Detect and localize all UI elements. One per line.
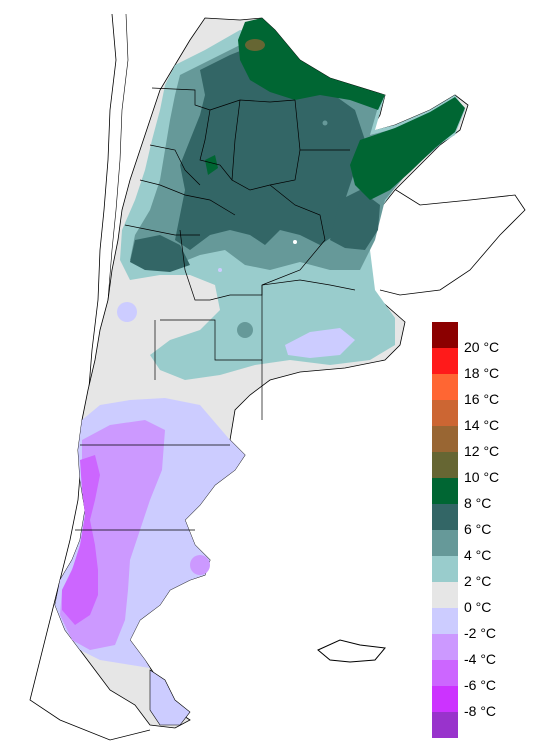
- zone-neg4-neg2-coast: [190, 555, 210, 575]
- zone-8-10-north: [238, 18, 385, 110]
- legend-label: 4 °C: [464, 547, 492, 563]
- legend-swatch: [432, 582, 458, 608]
- legend-label: 18 °C: [464, 365, 500, 381]
- legend-label: 16 °C: [464, 391, 500, 407]
- legend-swatch: [432, 712, 458, 738]
- zone-neg6-neg4: [62, 455, 100, 625]
- legend-swatch: [432, 504, 458, 530]
- legend-swatch: [432, 530, 458, 556]
- legend-row: 12 °C: [432, 426, 536, 459]
- province-borders: [75, 87, 356, 531]
- legend-label: -2 °C: [464, 625, 497, 641]
- legend-label: 20 °C: [464, 339, 500, 355]
- legend-row: 10 °C: [432, 452, 536, 485]
- tierra-del-fuego: [149, 669, 191, 726]
- legend-swatch: [432, 478, 458, 504]
- city-marker: [218, 268, 222, 272]
- zone-6-8-west: [130, 235, 190, 272]
- uruguay-outline: [379, 179, 526, 296]
- legend-swatch: [432, 400, 458, 426]
- legend-label: 12 °C: [464, 443, 500, 459]
- legend-row: -8 °C: [432, 686, 536, 719]
- legend-label: -8 °C: [464, 703, 497, 719]
- legend-label: -4 °C: [464, 651, 497, 667]
- legend-row: -4 °C: [432, 634, 536, 667]
- legend-swatch: [432, 660, 458, 686]
- zone-8-10-mesopotamia: [350, 97, 465, 200]
- legend-label: -6 °C: [464, 677, 497, 693]
- legend-row: 4 °C: [432, 530, 536, 563]
- legend-label: 2 °C: [464, 573, 492, 589]
- legend-row: 0 °C: [432, 582, 536, 615]
- legend-label: 8 °C: [464, 495, 492, 511]
- legend-row: 6 °C: [432, 504, 536, 537]
- city-marker: [293, 240, 297, 244]
- zone-6-8-east: [330, 190, 380, 250]
- legend-swatch: [432, 686, 458, 712]
- malvinas-islands: [317, 639, 386, 663]
- legend-row: [432, 712, 536, 738]
- legend-row: -2 °C: [432, 608, 536, 641]
- zone-neg2-0-patch-east: [285, 328, 355, 358]
- temperature-legend: 20 °C 18 °C 16 °C 14 °C 12 °C 10 °C 8 °C 6 °C 4 …: [432, 322, 536, 738]
- legend-label: 0 °C: [464, 599, 492, 615]
- legend-row: 20 °C: [432, 322, 536, 355]
- zone-neg2-0-patch-west: [117, 302, 137, 322]
- legend-swatch: [432, 556, 458, 582]
- legend-row: 2 °C: [432, 556, 536, 589]
- legend-swatch: [432, 426, 458, 452]
- legend-swatch: [432, 608, 458, 634]
- legend-swatch: [432, 374, 458, 400]
- legend-swatch: [432, 322, 458, 348]
- legend-swatch: [432, 452, 458, 478]
- legend-row: 18 °C: [432, 348, 536, 381]
- zone-6-8: [175, 45, 365, 250]
- legend-label: 6 °C: [464, 521, 492, 537]
- zone-2-4-patch: [237, 322, 253, 338]
- legend-row: 8 °C: [432, 478, 536, 511]
- legend-row: 16 °C: [432, 374, 536, 407]
- zone-8-10-tucuman: [205, 155, 218, 175]
- legend-label: 14 °C: [464, 417, 500, 433]
- legend-swatch: [432, 348, 458, 374]
- legend-swatch: [432, 634, 458, 660]
- city-marker: [322, 120, 328, 126]
- legend-row: -6 °C: [432, 660, 536, 693]
- legend-label: 10 °C: [464, 469, 500, 485]
- zone-10-12-patch: [245, 39, 265, 51]
- legend-row: 14 °C: [432, 400, 536, 433]
